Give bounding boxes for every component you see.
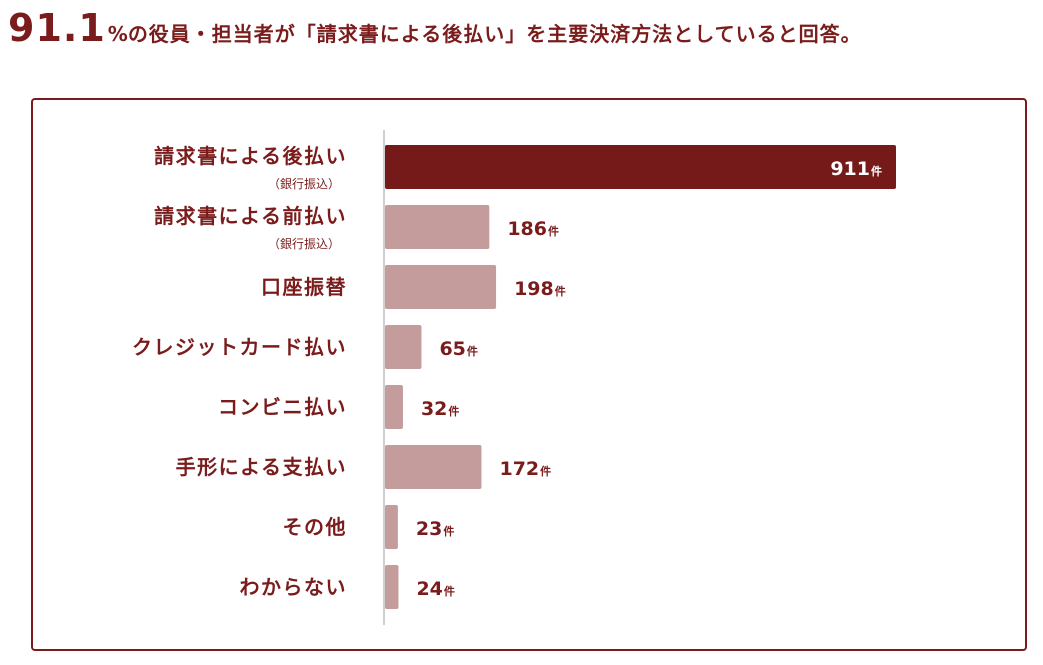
category-label: わからない	[240, 575, 348, 599]
value-label: 172件	[499, 458, 551, 480]
value-label: 198件	[514, 278, 566, 300]
category-label: コンビニ払い	[218, 395, 347, 419]
bar-row: クレジットカード払い 65件	[132, 325, 478, 369]
headline-unit: %	[107, 22, 128, 46]
value-label: 911件	[830, 158, 882, 180]
bar	[385, 145, 896, 189]
bar	[385, 505, 398, 549]
bar-row: その他 23件	[283, 505, 454, 549]
value-label: 186件	[507, 218, 559, 240]
bar-row: わからない 24件	[240, 565, 455, 609]
category-label: 請求書による後払い	[154, 144, 347, 168]
chart-panel	[31, 98, 1027, 651]
bar	[385, 325, 422, 369]
bar-row: 手形による支払い 172件	[176, 445, 551, 489]
bar	[385, 445, 482, 489]
value-label: 24件	[416, 578, 454, 600]
category-sublabel: （銀行振込）	[268, 177, 340, 191]
bar-row: 請求書による前払い （銀行振込） 186件	[154, 204, 559, 251]
headline-text: の役員・担当者が「請求書による後払い」を主要決済方法としていると回答。	[127, 22, 862, 46]
category-label: 請求書による前払い	[154, 204, 347, 228]
bar-row: 口座振替 198件	[261, 265, 566, 309]
bar-row: 請求書による後払い （銀行振込） 911件	[154, 144, 896, 191]
value-label: 23件	[416, 518, 454, 540]
category-sublabel: （銀行振込）	[268, 237, 340, 251]
value-label: 32件	[421, 398, 459, 420]
headline-number: 91.1	[8, 6, 106, 50]
category-label: 手形による支払い	[176, 455, 347, 479]
category-label: その他	[283, 515, 348, 539]
category-label: クレジットカード払い	[132, 335, 347, 359]
bar	[385, 265, 497, 309]
bar	[385, 205, 490, 249]
bar	[385, 385, 403, 429]
bar	[385, 565, 399, 609]
value-label: 65件	[439, 338, 477, 360]
category-label: 口座振替	[261, 275, 347, 299]
bar-row: コンビニ払い 32件	[218, 385, 459, 429]
headline: 91.1 % の役員・担当者が「請求書による後払い」を主要決済方法としていると回…	[8, 6, 862, 56]
